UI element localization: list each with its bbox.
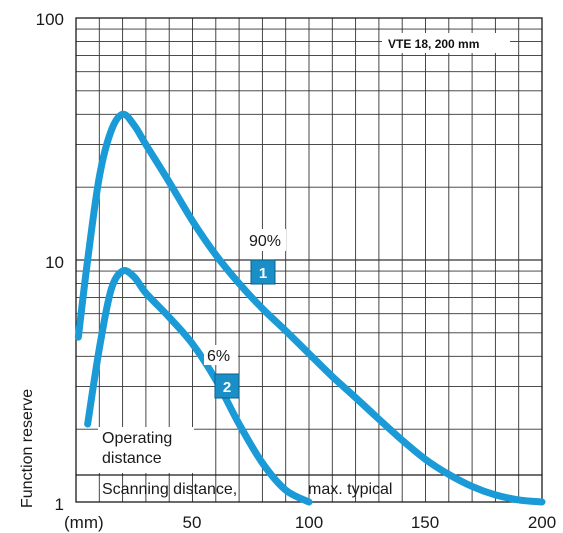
chart-grid — [76, 18, 542, 502]
title-box — [382, 33, 510, 53]
series-2-badge-text: 2 — [223, 379, 231, 396]
series-1-badge-text: 1 — [259, 265, 267, 282]
scanning-distance-label-2: max. typical — [308, 481, 392, 498]
series-2-label-bg — [204, 345, 238, 365]
series-2-badge — [214, 373, 240, 399]
x-tick-100: 100 — [295, 513, 323, 532]
series-1-badge — [250, 259, 276, 285]
operating-distance-label-2: distance — [102, 450, 162, 467]
series-2-curve — [84, 267, 313, 506]
series-1-curve — [74, 110, 546, 506]
y-tick-1: 1 — [55, 495, 64, 514]
curves-layer — [74, 110, 546, 506]
x-tick-200: 200 — [528, 513, 556, 532]
y-axis-label: Function reserve — [19, 389, 36, 508]
x-tick-150: 150 — [411, 513, 439, 532]
operating-distance-label-1: Operating — [102, 430, 172, 447]
y-tick-10: 10 — [45, 253, 64, 272]
y-tick-100: 100 — [36, 10, 64, 29]
x-tick-50: 50 — [183, 513, 202, 532]
series-1-label-bg — [246, 229, 286, 251]
series-1-label: 90% — [249, 233, 281, 250]
x-unit-label: (mm) — [64, 513, 104, 532]
chart-title: VTE 18, 200 mm — [388, 37, 479, 51]
series-2-label: 6% — [207, 348, 230, 365]
region-label-mask — [98, 427, 194, 473]
scanning-distance-label-1: Scanning distance, — [102, 481, 237, 498]
